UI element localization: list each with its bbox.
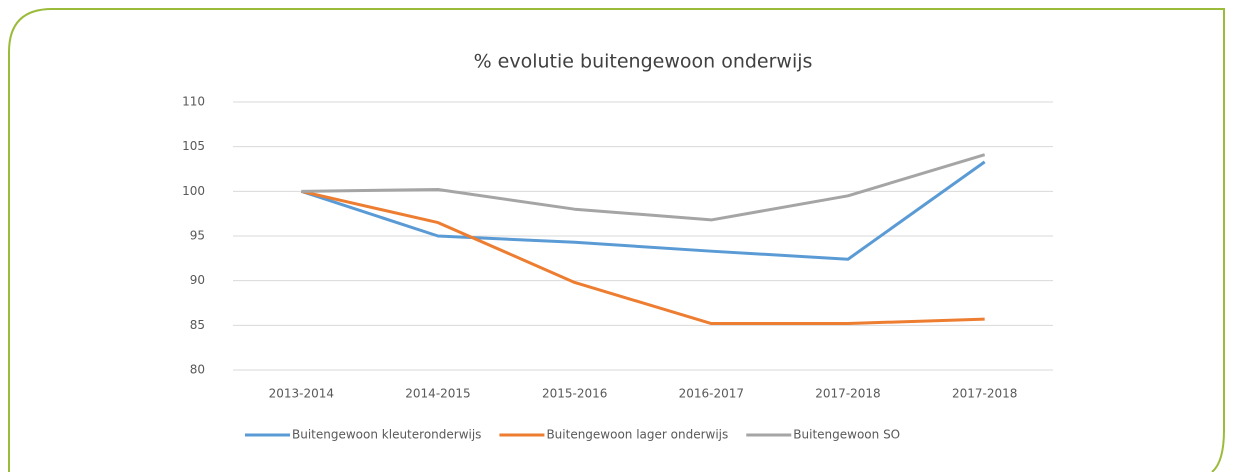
y-tick-label: 85 [190, 318, 205, 332]
y-tick-label: 100 [182, 184, 205, 198]
series-line [300, 160, 986, 261]
x-tick-label: 2017-2018 [952, 387, 1017, 401]
y-tick-label: 80 [190, 363, 205, 377]
x-tick-label: 2016-2017 [679, 387, 744, 401]
legend-label: Buitengewoon SO [793, 428, 900, 442]
x-tick-label: 2017-2018 [815, 387, 880, 401]
x-tick-label: 2015-2016 [542, 387, 607, 401]
y-tick-label: 95 [190, 229, 205, 243]
series-line [300, 189, 985, 326]
chart-title: % evolutie buitengewoon onderwijs [474, 51, 813, 73]
series-line [301, 153, 986, 222]
frame [8, 8, 1225, 472]
x-tick-label: 2013-2014 [269, 387, 334, 401]
y-tick-label: 90 [190, 273, 205, 287]
x-tick-label: 2014-2015 [405, 387, 470, 401]
y-tick-label: 110 [182, 95, 205, 109]
legend-label: Buitengewoon lager onderwijs [546, 428, 728, 442]
legend-label: Buitengewoon kleuteronderwijs [292, 428, 481, 442]
y-tick-label: 105 [182, 139, 205, 153]
